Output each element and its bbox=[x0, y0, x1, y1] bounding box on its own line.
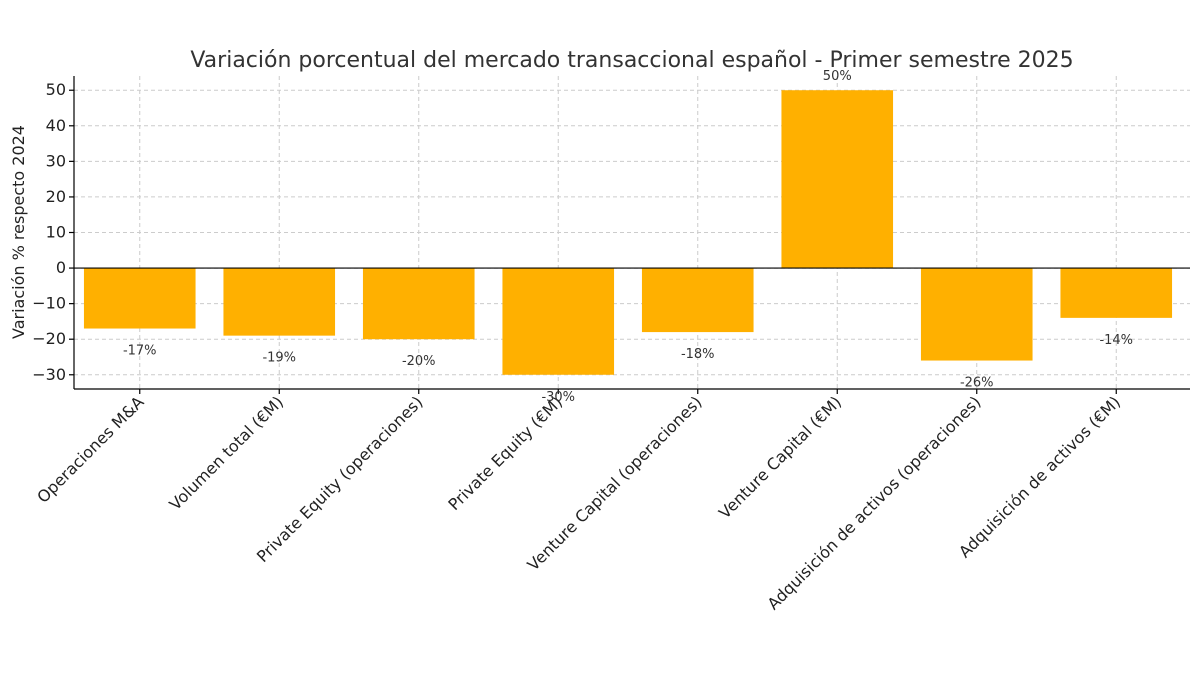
data-label: 50% bbox=[823, 69, 852, 84]
bar bbox=[781, 90, 894, 269]
y-tick-label: −10 bbox=[32, 294, 66, 313]
data-label: -18% bbox=[681, 347, 715, 362]
x-tick-label: Private Equity (operaciones) bbox=[253, 392, 427, 566]
data-labels: -17% -19% -20% -30% -18% 50% -26% -14% bbox=[123, 69, 1133, 405]
bar bbox=[641, 268, 754, 333]
data-label: -20% bbox=[402, 354, 436, 369]
y-tick-label: −30 bbox=[32, 365, 66, 384]
x-tick-label: Adquisición de activos (operaciones) bbox=[763, 392, 984, 613]
x-tick-label: Adquisición de activos (€M) bbox=[955, 392, 1124, 561]
chart-title: Variación porcentual del mercado transac… bbox=[190, 48, 1073, 73]
x-tick-label: Private Equity (€M) bbox=[444, 392, 566, 514]
data-label: -17% bbox=[123, 344, 157, 359]
bar bbox=[502, 268, 615, 375]
bars bbox=[83, 90, 1173, 375]
y-tick-label: −20 bbox=[32, 329, 66, 348]
y-tick-label: 50 bbox=[46, 80, 66, 99]
y-tick-label: 20 bbox=[46, 187, 66, 206]
y-ticks: −30 −20 −10 0 10 20 30 40 50 bbox=[32, 80, 74, 384]
x-tick-label: Venture Capital (€M) bbox=[715, 392, 845, 522]
x-ticks: Operaciones M&A Volumen total (€M)Private… bbox=[33, 389, 1124, 614]
y-tick-label: 30 bbox=[46, 151, 66, 170]
bar bbox=[1060, 268, 1173, 318]
bar bbox=[83, 268, 196, 329]
y-tick-label: 40 bbox=[46, 116, 66, 135]
x-tick-label: Volumen total (€M) bbox=[166, 392, 288, 514]
y-tick-label: 0 bbox=[56, 258, 66, 277]
data-label: -30% bbox=[541, 390, 575, 405]
data-label: -14% bbox=[1099, 333, 1133, 348]
y-tick-label: 10 bbox=[46, 223, 66, 242]
y-axis-label: Variación % respecto 2024 bbox=[9, 125, 28, 339]
bar bbox=[362, 268, 475, 340]
data-label: -26% bbox=[960, 376, 994, 391]
bar bbox=[920, 268, 1033, 361]
x-tick-label: Operaciones M&A bbox=[33, 392, 147, 506]
data-label: -19% bbox=[262, 351, 296, 366]
bar bbox=[223, 268, 336, 336]
